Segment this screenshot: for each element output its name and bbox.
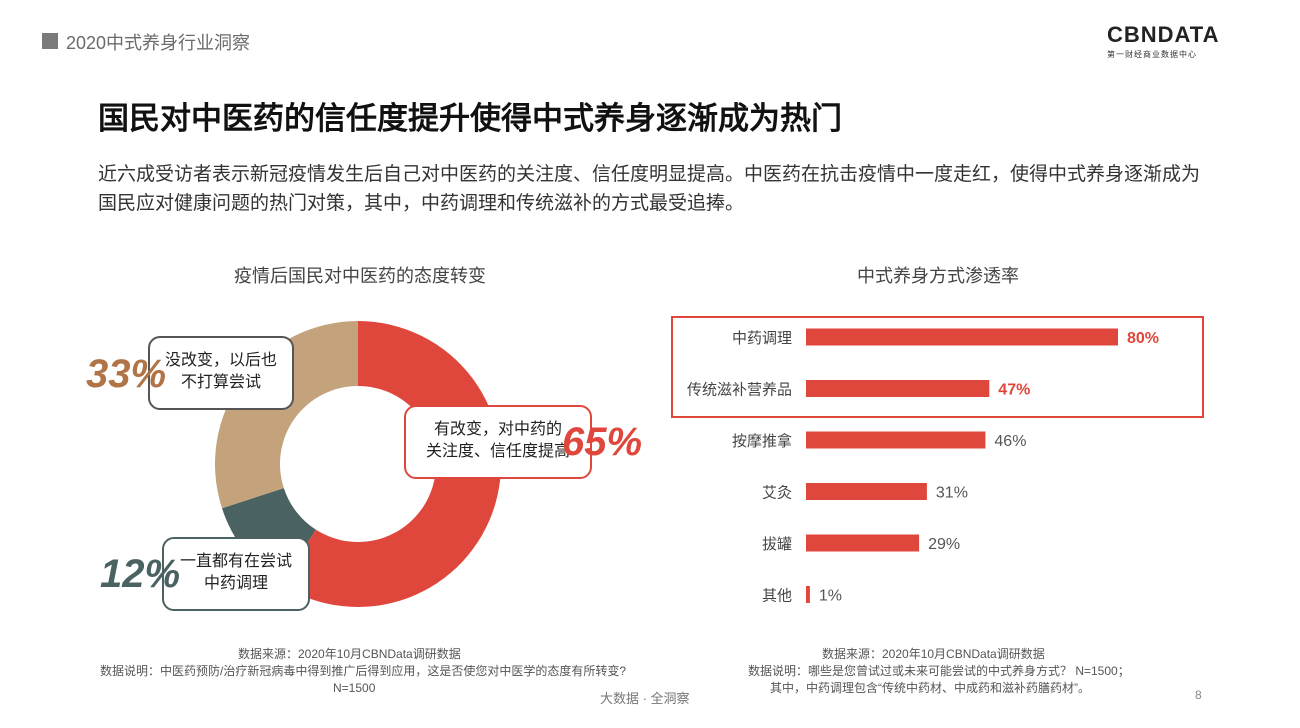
page-description: 近六成受访者表示新冠疫情发生后自己对中医药的关注度、信任度明显提高。中医药在抗击…: [98, 164, 1201, 214]
bar: [806, 380, 990, 397]
bar-value-label: 80%: [1127, 330, 1159, 347]
callout-no-change-line2: 不打算尝试: [180, 374, 261, 391]
bar-value-label: 46%: [994, 433, 1026, 450]
bar-category-label: 按摩推拿: [732, 432, 792, 450]
bar-category-label: 传统滋补营养品: [687, 382, 792, 399]
footer-brand: 大数据 · 全洞察: [600, 691, 690, 706]
bar-category-label: 中药调理: [732, 330, 792, 347]
left-source-line1: 数据来源：2020年10月CBNData调研数据: [238, 647, 461, 661]
section-header: 2020中式养身行业洞察: [66, 33, 251, 53]
bar-category-label: 艾灸: [762, 485, 792, 502]
right-source-line3: 其中，中药调理包含“传统中药材、中成药和滋补药膳药材”。: [770, 681, 1090, 695]
header-square: [42, 33, 58, 49]
highlight-box: [671, 316, 1204, 418]
callout-always-tried-line2: 中药调理: [203, 575, 268, 592]
bar: [806, 431, 986, 449]
callout-changed-line2: 关注度、信任度提高: [425, 443, 570, 460]
bar-chart-title: 中式养身方式渗透率: [857, 266, 1019, 286]
pct-label-changed: 65%: [562, 420, 643, 464]
bar-value-label: 31%: [936, 485, 968, 502]
bar: [806, 483, 927, 500]
bar-value-label: 29%: [928, 536, 960, 553]
pct-label-always-tried: 12%: [100, 552, 181, 596]
left-source-line2: 数据说明：中医药预防/治疗新冠病毒中得到推广后得到应用，这是否使您对中医学的态度…: [100, 664, 627, 678]
callout-changed-line1: 有改变，对中药的: [433, 421, 562, 438]
right-source-line2: 数据说明：哪些是您曾试过或未来可能尝试的中式养身方式？ N=1500；: [748, 664, 1130, 678]
callout-changed: 有改变，对中药的 关注度、信任度提高: [404, 405, 592, 479]
right-source-line1: 数据来源：2020年10月CBNData调研数据: [822, 647, 1045, 661]
callout-always-tried: 一直都有在尝试 中药调理: [162, 537, 310, 611]
callout-always-tried-line1: 一直都有在尝试: [179, 553, 292, 570]
donut-chart-title: 疫情后国民对中医药的态度转变: [234, 266, 486, 286]
bar-value-label: 47%: [998, 382, 1030, 399]
bar-category-label: 其他: [762, 588, 792, 605]
page-number: 8: [1195, 688, 1202, 702]
bar: [806, 534, 920, 552]
cbndata-logo: CBNDATA 第一财经商业数据中心: [1107, 22, 1220, 60]
pct-label-no-change: 33%: [86, 352, 167, 396]
logo-sub-text: 第一财经商业数据中心: [1107, 50, 1197, 59]
bar: [806, 586, 810, 603]
left-source-line3: N=1500: [333, 681, 376, 695]
page-title: 国民对中医药的信任度提升使得中式养身逐渐成为热门: [98, 101, 842, 136]
callout-no-change-line1: 没改变，以后也: [164, 352, 277, 369]
bar: [806, 328, 1118, 346]
donut-slice-changed: [280, 321, 502, 607]
callout-no-change: 没改变，以后也 不打算尝试: [148, 336, 294, 410]
logo-main-text: CBNDATA: [1107, 22, 1220, 47]
bar-value-label: 1%: [819, 588, 842, 605]
bar-category-label: 拔罐: [762, 536, 792, 553]
donut-slice-no-change: [214, 321, 358, 509]
